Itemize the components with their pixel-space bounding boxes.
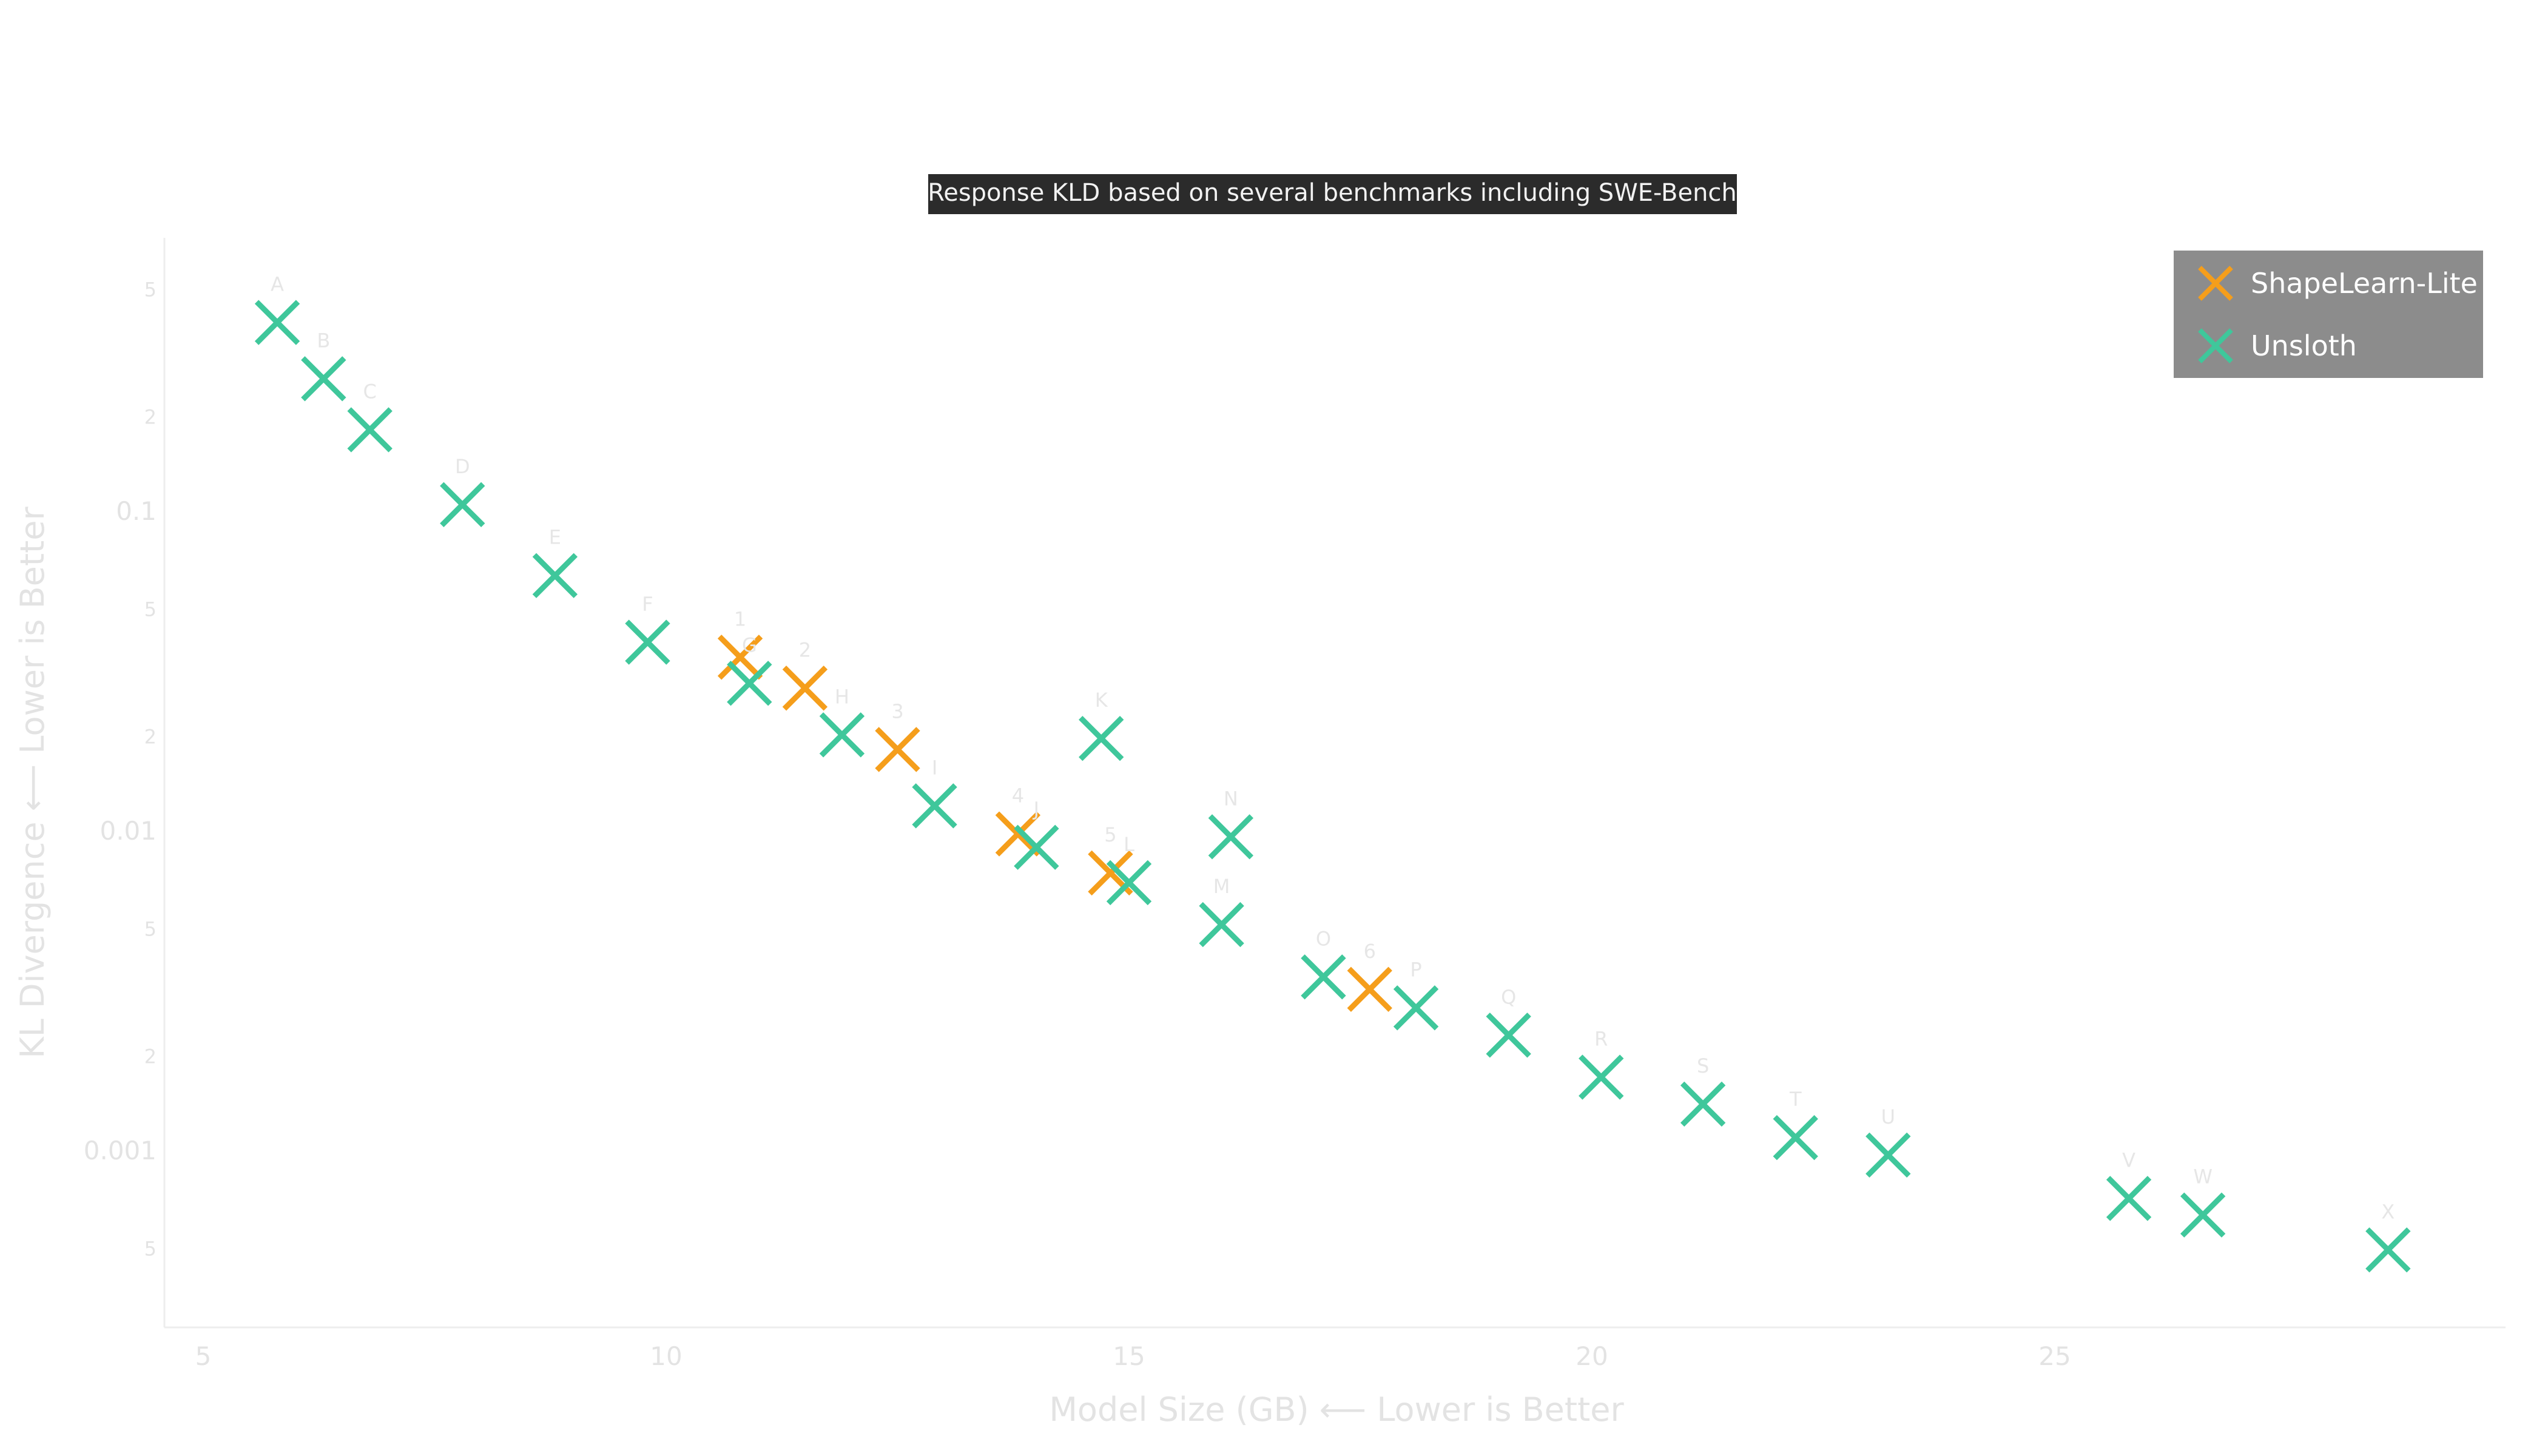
chart-title-group: Response KLD based on several benchmarks… (928, 174, 1737, 214)
y-tick-label: 2 (144, 405, 157, 428)
data-point-marker (1579, 1054, 1624, 1100)
data-point-label: 6 (1364, 940, 1376, 963)
data-point-marker (1014, 824, 1059, 870)
data-point-marker (1393, 985, 1439, 1031)
data-point-label: F (642, 593, 653, 616)
y-tick-label: 5 (144, 278, 157, 302)
x-tick-label: 25 (2038, 1341, 2071, 1371)
legend: ShapeLearn-Lite Unsloth (2174, 251, 2483, 378)
data-point-label: 2 (799, 638, 811, 661)
data-point-label: 5 (1104, 823, 1116, 846)
legend-label: ShapeLearn-Lite (2251, 267, 2478, 300)
data-point-marker (1208, 814, 1254, 860)
y-tick-label: 0.01 (99, 816, 157, 846)
data-point-marker (1347, 966, 1392, 1012)
data-point-label: Q (1501, 985, 1516, 1008)
series-unsloth: A B C D E F G H I J K L M N O P Q R S T U V W X (254, 273, 2411, 1273)
data-point-label: 4 (1012, 784, 1024, 807)
x-tick-label: 20 (1576, 1341, 1608, 1371)
data-point-label: R (1594, 1028, 1608, 1051)
y-tick-label: 0.1 (116, 496, 157, 526)
data-point-marker (875, 727, 920, 772)
data-point-label: O (1316, 927, 1331, 950)
y-tick-label: 2 (144, 1045, 157, 1068)
data-point-marker (819, 712, 865, 758)
data-point-marker (782, 666, 828, 711)
data-point-marker (2106, 1176, 2152, 1221)
data-point-label: D (455, 455, 470, 478)
x-axis-title: Model Size (GB) ⟵ Lower is Better (1049, 1390, 1624, 1429)
data-point-label: T (1789, 1088, 1802, 1111)
data-point-marker (301, 356, 346, 402)
data-point-label: C (363, 380, 377, 403)
data-point-marker (727, 661, 772, 706)
data-point-marker (440, 482, 485, 528)
data-point-marker (1866, 1132, 1911, 1178)
data-point-marker (2365, 1227, 2411, 1273)
data-point-marker (1301, 954, 1346, 1000)
data-point-label: L (1124, 833, 1134, 856)
data-point-marker (625, 619, 670, 665)
x-tick-labels: 5 10 15 20 25 (195, 1341, 2071, 1371)
x-tick-label: 10 (650, 1341, 682, 1371)
data-point-label: S (1697, 1054, 1709, 1077)
data-point-label: M (1213, 875, 1230, 898)
data-point-marker (1773, 1115, 1818, 1161)
data-point-marker (347, 407, 393, 453)
data-point-marker (254, 300, 300, 345)
y-tick-labels: 5 2 0.1 5 2 0.01 5 2 0.001 5 (84, 278, 157, 1261)
data-point-marker (717, 635, 763, 680)
data-point-label: H (835, 685, 849, 708)
data-point-marker (1106, 860, 1152, 906)
data-point-marker (1680, 1081, 1726, 1127)
data-point-label: B (317, 329, 330, 352)
data-point-marker (1199, 902, 1244, 948)
data-point-label: J (1033, 798, 1039, 821)
data-point-label: 1 (734, 607, 746, 630)
data-point-label: V (2122, 1148, 2135, 1171)
data-point-label: I (932, 756, 937, 779)
x-tick-label: 15 (1113, 1341, 1145, 1371)
data-point-label: G (742, 633, 757, 656)
data-point-label: E (549, 526, 561, 549)
x-tick-label: 5 (195, 1341, 212, 1371)
chart-title: Response KLD based on several benchmarks… (928, 179, 1737, 207)
data-point-label: X (2381, 1200, 2395, 1223)
data-point-marker (912, 783, 957, 829)
data-point-label: N (1224, 787, 1238, 810)
legend-label: Unsloth (2251, 329, 2357, 362)
y-axis-title: KL Divergence ⟵ Lower is Better (13, 507, 52, 1059)
data-point-marker (532, 553, 578, 598)
data-point-label: 3 (891, 699, 903, 723)
axes (163, 238, 2506, 1329)
data-points: 1 2 3 4 5 6 A B C D E F G H I J K L M N O P Q R S T U V W X (254, 273, 2411, 1273)
y-tick-label: 5 (144, 1238, 157, 1261)
y-tick-label: 0.001 (84, 1136, 157, 1165)
legend-marker (2198, 328, 2233, 363)
y-tick-label: 5 (144, 918, 157, 941)
chart-title-background (928, 174, 1737, 214)
data-point-marker (2180, 1192, 2226, 1238)
data-point-label: A (271, 273, 284, 296)
data-point-label: P (1410, 958, 1421, 981)
y-tick-label: 2 (144, 725, 157, 748)
y-tick-label: 5 (144, 598, 157, 621)
series-shapelearn-lite: 1 2 3 4 5 6 (717, 607, 1392, 1012)
data-point-marker (1079, 715, 1124, 761)
data-point-label: K (1095, 689, 1108, 712)
legend-marker (2198, 266, 2233, 301)
data-point-marker (1486, 1013, 1531, 1058)
data-point-label: U (1881, 1105, 1895, 1128)
data-point-label: W (2193, 1165, 2213, 1188)
data-point-marker (995, 811, 1041, 857)
